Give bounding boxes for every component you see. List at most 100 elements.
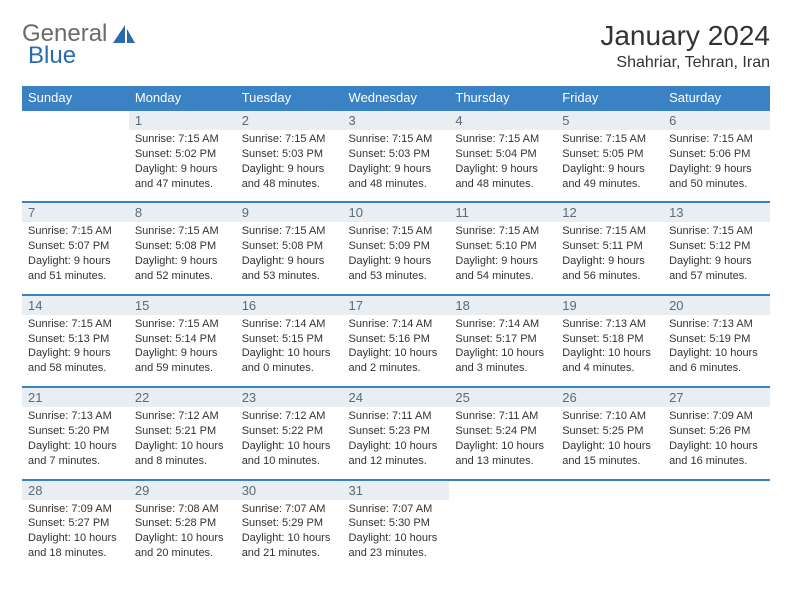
day-number: 20 (663, 296, 770, 315)
calendar-day-cell: 20Sunrise: 7:13 AMSunset: 5:19 PMDayligh… (663, 295, 770, 387)
calendar-day-cell: 7Sunrise: 7:15 AMSunset: 5:07 PMDaylight… (22, 202, 129, 294)
calendar-day-cell: 3Sunrise: 7:15 AMSunset: 5:03 PMDaylight… (343, 110, 450, 202)
day-number: 17 (343, 296, 450, 315)
day-number: 7 (22, 203, 129, 222)
calendar-week-row: 14Sunrise: 7:15 AMSunset: 5:13 PMDayligh… (22, 295, 770, 387)
calendar-day-cell: 10Sunrise: 7:15 AMSunset: 5:09 PMDayligh… (343, 202, 450, 294)
day-details: Sunrise: 7:15 AMSunset: 5:03 PMDaylight:… (343, 130, 450, 201)
calendar-day-cell: 5Sunrise: 7:15 AMSunset: 5:05 PMDaylight… (556, 110, 663, 202)
weekday-header: Saturday (663, 86, 770, 110)
day-number: 19 (556, 296, 663, 315)
calendar-day-cell: 28Sunrise: 7:09 AMSunset: 5:27 PMDayligh… (22, 480, 129, 571)
calendar-day-cell: . (22, 110, 129, 202)
calendar-day-cell: 2Sunrise: 7:15 AMSunset: 5:03 PMDaylight… (236, 110, 343, 202)
day-details: Sunrise: 7:14 AMSunset: 5:15 PMDaylight:… (236, 315, 343, 386)
day-number: 11 (449, 203, 556, 222)
calendar-day-cell: 21Sunrise: 7:13 AMSunset: 5:20 PMDayligh… (22, 387, 129, 479)
day-details: Sunrise: 7:09 AMSunset: 5:27 PMDaylight:… (22, 500, 129, 571)
day-details: Sunrise: 7:15 AMSunset: 5:08 PMDaylight:… (236, 222, 343, 293)
day-details: Sunrise: 7:15 AMSunset: 5:13 PMDaylight:… (22, 315, 129, 386)
calendar-day-cell: . (556, 480, 663, 571)
day-details: Sunrise: 7:12 AMSunset: 5:22 PMDaylight:… (236, 407, 343, 478)
day-number: 16 (236, 296, 343, 315)
weekday-header-row: SundayMondayTuesdayWednesdayThursdayFrid… (22, 86, 770, 110)
day-number: 30 (236, 481, 343, 500)
day-details: Sunrise: 7:15 AMSunset: 5:07 PMDaylight:… (22, 222, 129, 293)
day-number: 3 (343, 111, 450, 130)
calendar-day-cell: 30Sunrise: 7:07 AMSunset: 5:29 PMDayligh… (236, 480, 343, 571)
calendar-day-cell: 4Sunrise: 7:15 AMSunset: 5:04 PMDaylight… (449, 110, 556, 202)
calendar-day-cell: 25Sunrise: 7:11 AMSunset: 5:24 PMDayligh… (449, 387, 556, 479)
day-details: Sunrise: 7:10 AMSunset: 5:25 PMDaylight:… (556, 407, 663, 478)
calendar-day-cell: 19Sunrise: 7:13 AMSunset: 5:18 PMDayligh… (556, 295, 663, 387)
day-number: 28 (22, 481, 129, 500)
day-details: Sunrise: 7:14 AMSunset: 5:16 PMDaylight:… (343, 315, 450, 386)
day-number: 31 (343, 481, 450, 500)
day-number: 12 (556, 203, 663, 222)
calendar-week-row: 7Sunrise: 7:15 AMSunset: 5:07 PMDaylight… (22, 202, 770, 294)
calendar-week-row: 21Sunrise: 7:13 AMSunset: 5:20 PMDayligh… (22, 387, 770, 479)
day-details: Sunrise: 7:15 AMSunset: 5:12 PMDaylight:… (663, 222, 770, 293)
day-number: 24 (343, 388, 450, 407)
day-details: Sunrise: 7:13 AMSunset: 5:18 PMDaylight:… (556, 315, 663, 386)
day-details: Sunrise: 7:07 AMSunset: 5:29 PMDaylight:… (236, 500, 343, 571)
day-number: 2 (236, 111, 343, 130)
calendar-day-cell: 17Sunrise: 7:14 AMSunset: 5:16 PMDayligh… (343, 295, 450, 387)
month-title: January 2024 (600, 20, 770, 52)
day-details: Sunrise: 7:15 AMSunset: 5:14 PMDaylight:… (129, 315, 236, 386)
day-details: Sunrise: 7:15 AMSunset: 5:11 PMDaylight:… (556, 222, 663, 293)
calendar-day-cell: 1Sunrise: 7:15 AMSunset: 5:02 PMDaylight… (129, 110, 236, 202)
calendar-week-row: .1Sunrise: 7:15 AMSunset: 5:02 PMDayligh… (22, 110, 770, 202)
day-details: Sunrise: 7:13 AMSunset: 5:19 PMDaylight:… (663, 315, 770, 386)
day-details: Sunrise: 7:11 AMSunset: 5:23 PMDaylight:… (343, 407, 450, 478)
day-details: Sunrise: 7:15 AMSunset: 5:09 PMDaylight:… (343, 222, 450, 293)
calendar-day-cell: 26Sunrise: 7:10 AMSunset: 5:25 PMDayligh… (556, 387, 663, 479)
calendar-day-cell: 11Sunrise: 7:15 AMSunset: 5:10 PMDayligh… (449, 202, 556, 294)
day-number: 22 (129, 388, 236, 407)
calendar-day-cell: 24Sunrise: 7:11 AMSunset: 5:23 PMDayligh… (343, 387, 450, 479)
calendar-day-cell: 15Sunrise: 7:15 AMSunset: 5:14 PMDayligh… (129, 295, 236, 387)
day-number: 27 (663, 388, 770, 407)
day-details: Sunrise: 7:08 AMSunset: 5:28 PMDaylight:… (129, 500, 236, 571)
calendar-page: General January 2024 Shahriar, Tehran, I… (0, 0, 792, 591)
day-number: 14 (22, 296, 129, 315)
day-number: 13 (663, 203, 770, 222)
day-details: Sunrise: 7:14 AMSunset: 5:17 PMDaylight:… (449, 315, 556, 386)
day-details: Sunrise: 7:15 AMSunset: 5:05 PMDaylight:… (556, 130, 663, 201)
calendar-day-cell: 18Sunrise: 7:14 AMSunset: 5:17 PMDayligh… (449, 295, 556, 387)
day-details: Sunrise: 7:15 AMSunset: 5:08 PMDaylight:… (129, 222, 236, 293)
calendar-day-cell: 13Sunrise: 7:15 AMSunset: 5:12 PMDayligh… (663, 202, 770, 294)
day-details: Sunrise: 7:07 AMSunset: 5:30 PMDaylight:… (343, 500, 450, 571)
day-number: 15 (129, 296, 236, 315)
weekday-header: Friday (556, 86, 663, 110)
day-number: 6 (663, 111, 770, 130)
day-details: Sunrise: 7:12 AMSunset: 5:21 PMDaylight:… (129, 407, 236, 478)
calendar-day-cell: 27Sunrise: 7:09 AMSunset: 5:26 PMDayligh… (663, 387, 770, 479)
weekday-header: Thursday (449, 86, 556, 110)
calendar-day-cell: 8Sunrise: 7:15 AMSunset: 5:08 PMDaylight… (129, 202, 236, 294)
sail-icon (111, 23, 137, 45)
calendar-day-cell: . (663, 480, 770, 571)
calendar-body: .1Sunrise: 7:15 AMSunset: 5:02 PMDayligh… (22, 110, 770, 571)
calendar-week-row: 28Sunrise: 7:09 AMSunset: 5:27 PMDayligh… (22, 480, 770, 571)
calendar-day-cell: 6Sunrise: 7:15 AMSunset: 5:06 PMDaylight… (663, 110, 770, 202)
location-text: Shahriar, Tehran, Iran (600, 54, 770, 72)
day-details: Sunrise: 7:15 AMSunset: 5:03 PMDaylight:… (236, 130, 343, 201)
day-details: Sunrise: 7:13 AMSunset: 5:20 PMDaylight:… (22, 407, 129, 478)
calendar-day-cell: 14Sunrise: 7:15 AMSunset: 5:13 PMDayligh… (22, 295, 129, 387)
day-details: Sunrise: 7:15 AMSunset: 5:10 PMDaylight:… (449, 222, 556, 293)
calendar-day-cell: 16Sunrise: 7:14 AMSunset: 5:15 PMDayligh… (236, 295, 343, 387)
page-header: General January 2024 Shahriar, Tehran, I… (22, 20, 770, 72)
weekday-header: Tuesday (236, 86, 343, 110)
calendar-day-cell: 23Sunrise: 7:12 AMSunset: 5:22 PMDayligh… (236, 387, 343, 479)
day-number: 4 (449, 111, 556, 130)
calendar-day-cell: 12Sunrise: 7:15 AMSunset: 5:11 PMDayligh… (556, 202, 663, 294)
calendar-day-cell: 9Sunrise: 7:15 AMSunset: 5:08 PMDaylight… (236, 202, 343, 294)
brand-part2: Blue (28, 42, 76, 70)
day-details: Sunrise: 7:15 AMSunset: 5:04 PMDaylight:… (449, 130, 556, 201)
day-number: 25 (449, 388, 556, 407)
day-details: Sunrise: 7:09 AMSunset: 5:26 PMDaylight:… (663, 407, 770, 478)
day-number: 26 (556, 388, 663, 407)
weekday-header: Sunday (22, 86, 129, 110)
title-block: January 2024 Shahriar, Tehran, Iran (600, 20, 770, 72)
